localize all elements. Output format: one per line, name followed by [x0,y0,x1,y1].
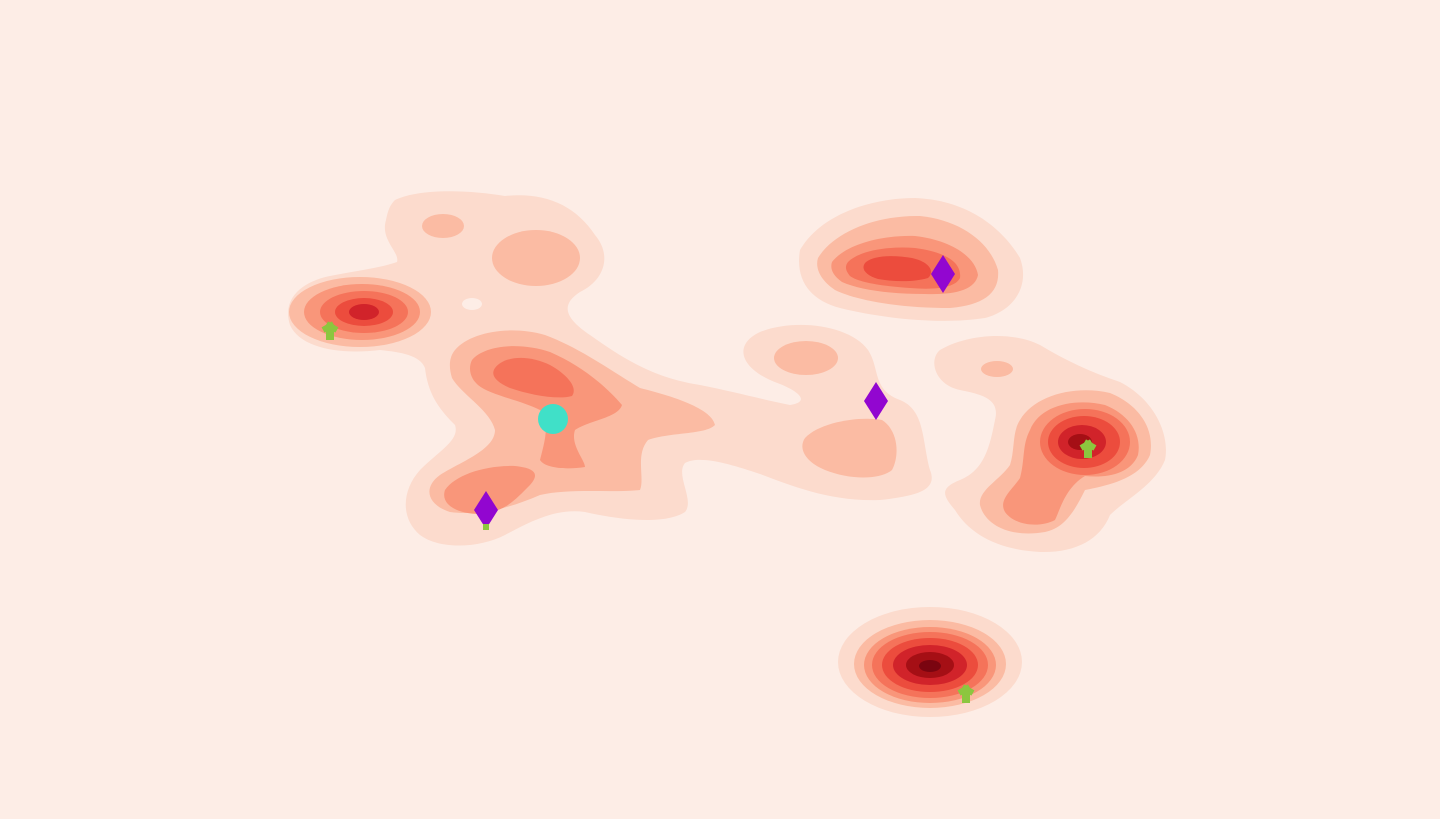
contour-blob [863,256,932,282]
contour-blob [802,418,897,478]
tri-branch-icon[interactable] [321,321,339,340]
contour-blob [492,230,580,286]
marker-layer [321,255,1097,703]
contour-blob [444,465,535,514]
diamond-icon[interactable] [864,382,888,420]
tri-branch-icon[interactable] [957,684,975,703]
diamond-icon[interactable] [474,491,498,529]
circle-icon[interactable] [538,404,568,434]
tri-branch-stub [483,524,489,530]
contour-blob [774,341,838,375]
contour-level-8 [919,660,941,672]
west-cluster-contour [288,191,932,546]
contour-blob [493,357,574,398]
diamond-icon[interactable] [931,255,955,293]
contour-hole [462,298,482,310]
contour-blob [919,660,941,672]
tri-branch-icon[interactable] [1079,439,1097,458]
contour-blob [981,361,1013,377]
contour-blob [422,214,464,238]
contour-blob [349,304,379,320]
